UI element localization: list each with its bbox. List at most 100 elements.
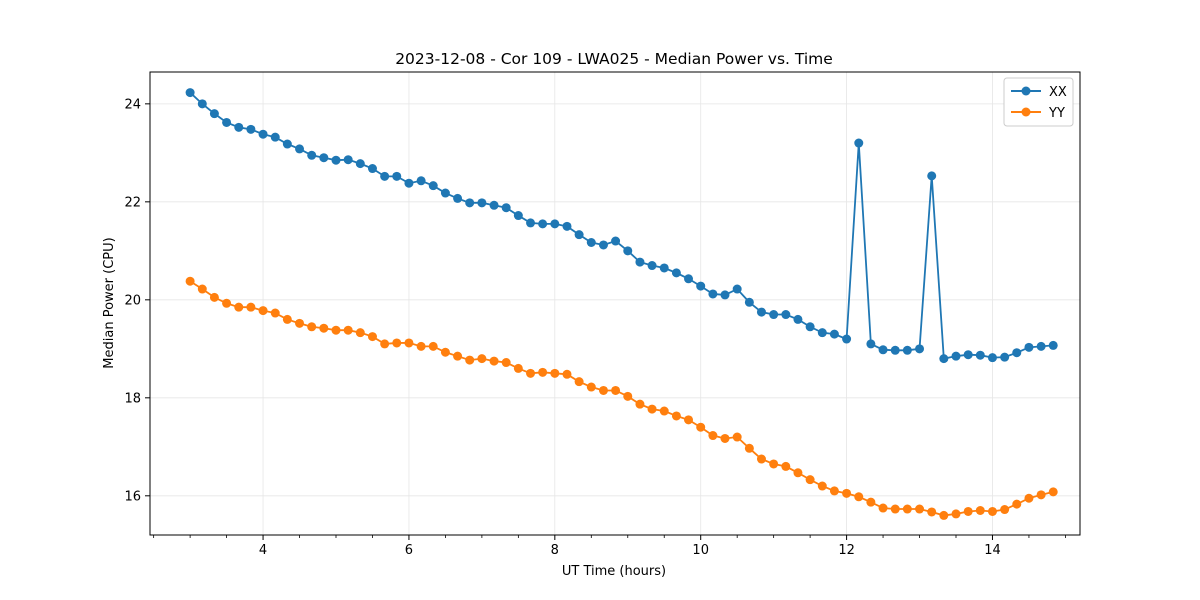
data-point-yy: [854, 492, 864, 502]
data-point-yy: [842, 488, 852, 498]
data-point-xx: [659, 263, 669, 273]
legend-marker-yy: [1021, 107, 1031, 117]
y-tick-label: 16: [124, 489, 141, 504]
data-point-xx: [975, 350, 985, 360]
data-point-xx: [902, 345, 912, 355]
data-point-xx: [878, 345, 888, 355]
data-point-yy: [732, 432, 742, 442]
data-point-yy: [817, 481, 827, 491]
legend-label-yy: YY: [1048, 106, 1065, 121]
data-point-xx: [623, 246, 633, 256]
data-point-yy: [392, 338, 402, 348]
data-point-yy: [428, 341, 438, 351]
data-point-xx: [380, 171, 390, 181]
x-tick-label: 12: [838, 543, 855, 558]
data-point-xx: [197, 99, 207, 109]
data-point-yy: [756, 454, 766, 464]
data-point-yy: [1000, 505, 1010, 515]
data-point-xx: [562, 221, 572, 231]
y-tick-label: 20: [124, 293, 141, 308]
axis-ticks: 4 6 8 10 12 14 16 18 20 22 24: [124, 97, 1066, 558]
y-tick-label: 18: [124, 391, 141, 406]
x-tick-label: 6: [405, 543, 413, 558]
data-point-xx: [1024, 342, 1034, 352]
data-point-xx: [282, 139, 292, 149]
data-point-yy: [878, 503, 888, 513]
data-point-yy: [939, 510, 949, 520]
chart-title: 2023-12-08 - Cor 109 - LWA025 - Median P…: [395, 50, 833, 68]
x-tick-label: 8: [551, 543, 559, 558]
data-point-xx: [1048, 340, 1058, 350]
data-point-yy: [781, 461, 791, 471]
data-point-xx: [574, 230, 584, 240]
data-point-xx: [720, 290, 730, 300]
legend: XX YY: [1003, 77, 1074, 127]
data-point-yy: [307, 322, 317, 332]
data-point-yy: [635, 399, 645, 409]
data-point-xx: [769, 310, 779, 320]
data-point-yy: [647, 404, 657, 414]
data-point-yy: [550, 368, 560, 378]
data-point-yy: [586, 382, 596, 392]
data-point-xx: [222, 117, 232, 127]
data-point-yy: [343, 325, 353, 335]
data-point-xx: [793, 314, 803, 324]
data-point-yy: [270, 308, 280, 318]
data-point-xx: [331, 155, 341, 165]
data-point-yy: [915, 504, 925, 514]
data-point-yy: [222, 298, 232, 308]
data-point-yy: [902, 504, 912, 514]
data-point-xx: [635, 257, 645, 267]
data-point-xx: [756, 307, 766, 317]
data-point-yy: [501, 358, 511, 368]
data-point-xx: [939, 354, 949, 364]
data-point-xx: [684, 274, 694, 284]
data-point-xx: [671, 268, 681, 278]
data-point-yy: [659, 406, 669, 416]
data-point-yy: [829, 486, 839, 496]
data-point-yy: [246, 302, 256, 312]
data-point-xx: [829, 329, 839, 339]
data-point-xx: [1000, 352, 1010, 362]
data-point-yy: [258, 306, 268, 316]
data-point-xx: [270, 132, 280, 142]
data-point-yy: [769, 459, 779, 469]
data-point-xx: [428, 181, 438, 191]
data-point-yy: [890, 504, 900, 514]
legend-marker-xx: [1021, 86, 1031, 96]
data-point-yy: [696, 422, 706, 432]
data-point-xx: [987, 353, 997, 363]
data-point-yy: [744, 443, 754, 453]
data-point-xx: [732, 284, 742, 294]
x-tick-label: 10: [692, 543, 709, 558]
data-point-yy: [489, 356, 499, 366]
data-point-yy: [720, 433, 730, 443]
data-point-xx: [343, 155, 353, 165]
data-point-yy: [671, 411, 681, 421]
x-tick-label: 4: [259, 543, 267, 558]
data-point-yy: [793, 468, 803, 478]
data-point-yy: [951, 509, 961, 519]
data-point-yy: [611, 385, 621, 395]
data-point-xx: [501, 203, 511, 213]
data-point-xx: [392, 171, 402, 181]
grid: [150, 72, 1080, 535]
data-point-xx: [489, 200, 499, 210]
data-point-yy: [1024, 493, 1034, 503]
data-point-yy: [513, 363, 523, 373]
data-point-yy: [975, 506, 985, 515]
data-point-xx: [355, 159, 365, 169]
data-point-yy: [465, 355, 475, 365]
data-point-yy: [367, 332, 377, 342]
data-point-xx: [647, 261, 657, 271]
data-point-yy: [805, 475, 815, 485]
data-point-xx: [440, 188, 450, 198]
data-point-yy: [684, 415, 694, 425]
data-point-yy: [574, 377, 584, 387]
data-point-yy: [282, 314, 292, 324]
data-point-xx: [465, 198, 475, 208]
data-point-xx: [951, 351, 961, 361]
data-point-xx: [209, 109, 219, 119]
data-point-xx: [453, 193, 463, 203]
data-point-yy: [927, 507, 937, 517]
